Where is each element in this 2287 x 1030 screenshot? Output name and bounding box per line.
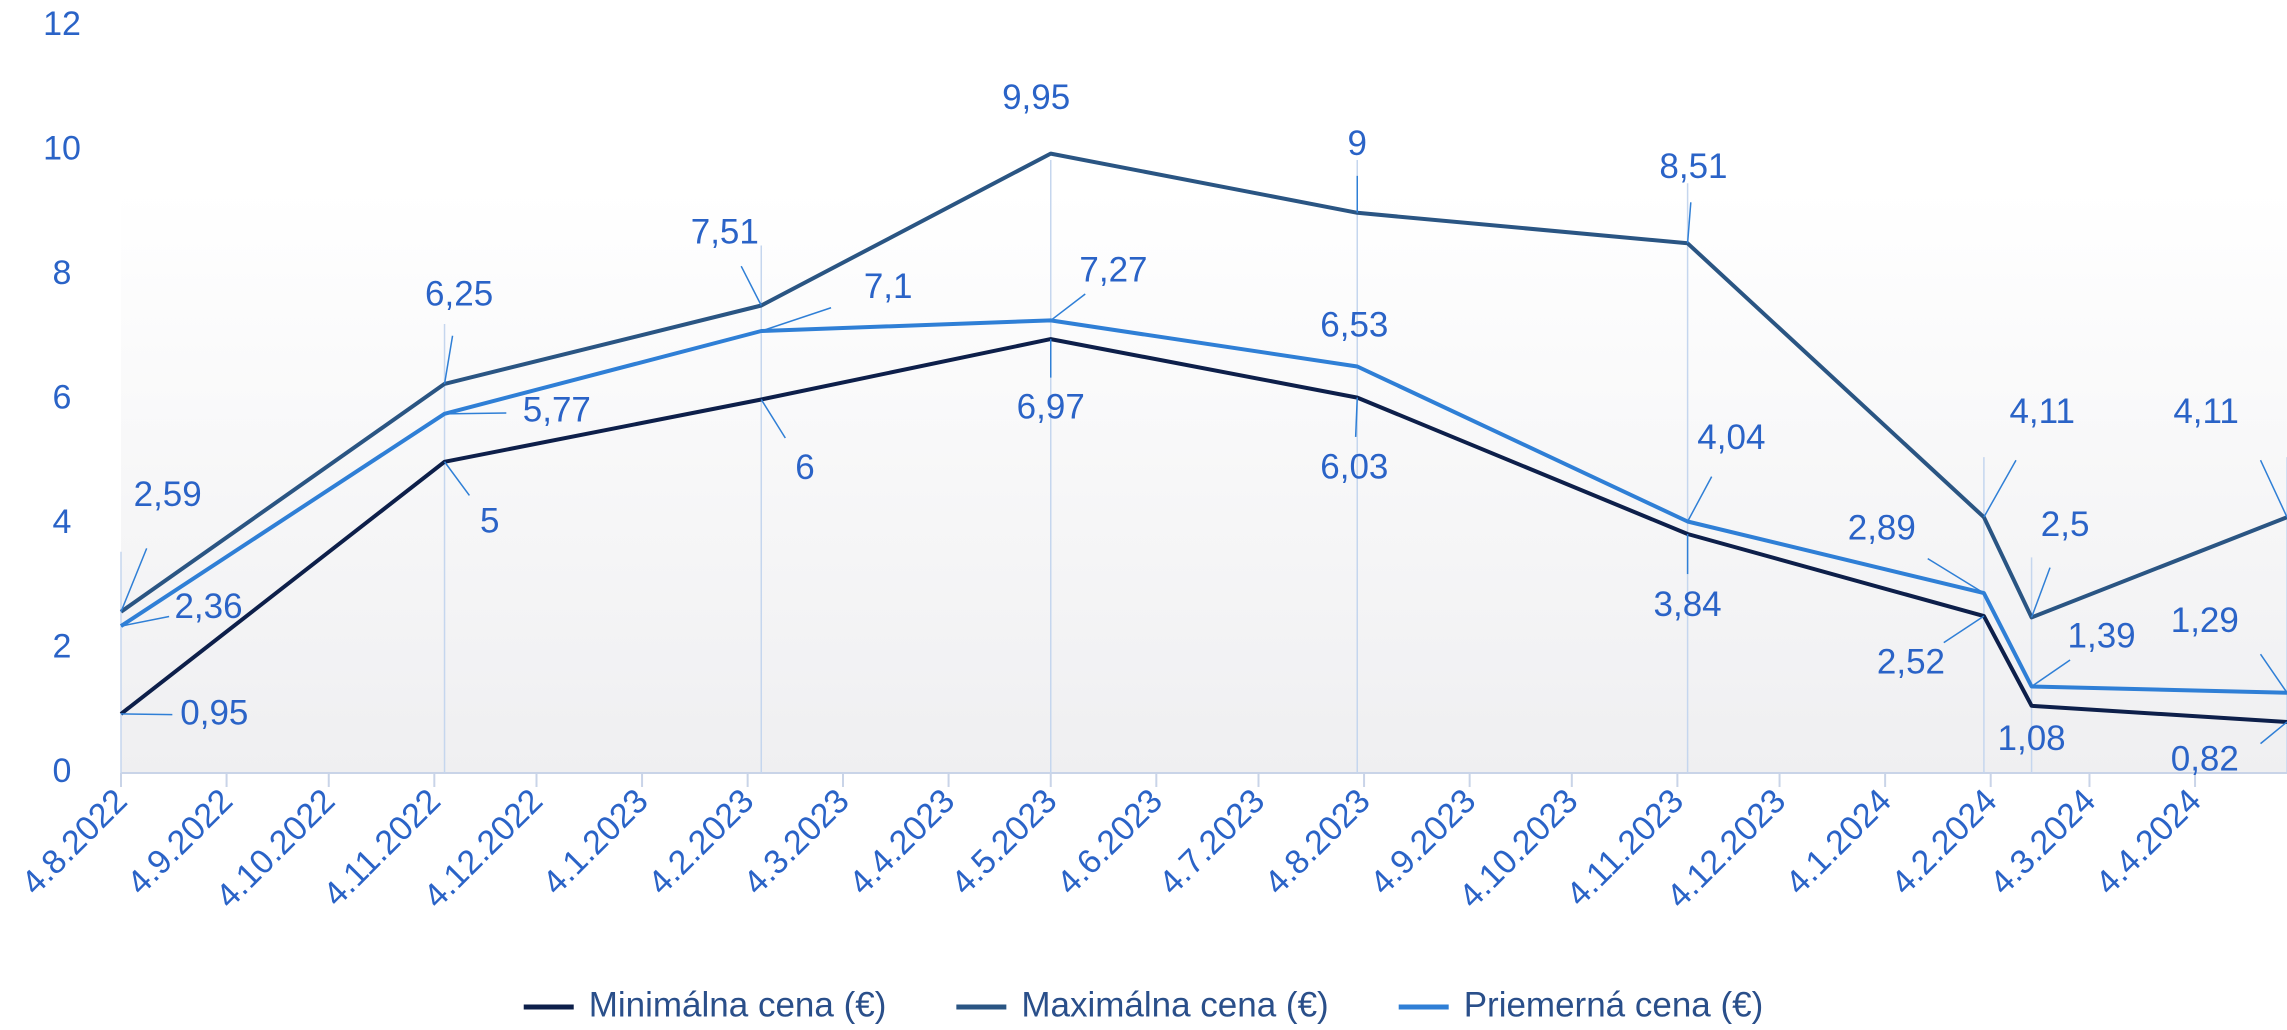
- leader-line: [2030, 567, 2051, 618]
- x-tick-label: 4.2.2023: [641, 782, 761, 902]
- legend-label: Minimálna cena (€): [589, 985, 887, 1024]
- leader-line: [1943, 615, 1985, 644]
- x-tick-label: 4.3.2024: [1983, 782, 2103, 902]
- data-label: 6,97: [1017, 387, 1085, 426]
- data-label: 2,59: [134, 475, 202, 514]
- data-label: 6,03: [1320, 447, 1388, 486]
- data-label: 9,95: [1002, 78, 1070, 117]
- data-label: 7,51: [691, 212, 759, 251]
- series-line: [119, 151, 2287, 620]
- data-label: 3,84: [1654, 585, 1722, 624]
- leader-line: [2259, 653, 2287, 694]
- x-tick-label: 4.1.2023: [535, 782, 655, 902]
- data-label: 4,11: [2009, 392, 2075, 431]
- data-label: 1,08: [1998, 719, 2066, 758]
- y-tick-label: 0: [53, 752, 72, 790]
- data-label: 6,53: [1320, 305, 1388, 344]
- data-label: 9: [1348, 124, 1367, 163]
- x-tick-label: 4.2.2024: [1884, 782, 2004, 902]
- leader-line: [1927, 557, 1985, 594]
- leader-line: [444, 412, 507, 415]
- leader-line: [760, 399, 786, 439]
- data-label: 2,89: [1848, 509, 1916, 548]
- leader-line: [740, 265, 762, 306]
- leader-line: [1983, 459, 2017, 518]
- data-label: 7,27: [1079, 251, 1147, 290]
- leader-line: [120, 548, 148, 613]
- data-label: 2,36: [174, 587, 242, 626]
- leader-line: [443, 461, 471, 496]
- data-label: 2,52: [1877, 643, 1945, 682]
- series-line: [119, 318, 2287, 695]
- x-tick-label: 4.5.2023: [944, 782, 1064, 902]
- leader-line: [761, 307, 832, 332]
- leader-line: [1050, 293, 1086, 322]
- x-tick-label: 4.7.2023: [1152, 782, 1272, 902]
- data-label: 1,39: [2068, 617, 2136, 656]
- data-label: 4,04: [1697, 418, 1765, 457]
- leader-line: [1354, 397, 1359, 437]
- legend: Minimálna cena (€) Maximálna cena (€) Prie…: [523, 985, 1764, 1024]
- x-tick-label: 4.4.2024: [2088, 782, 2208, 902]
- data-label: 4,11: [2173, 392, 2239, 431]
- leader-line: [120, 713, 173, 716]
- series-line: [119, 337, 2287, 724]
- data-label: 6: [795, 448, 814, 487]
- data-label: 6,25: [425, 275, 493, 314]
- legend-label: Priemerná cena (€): [1464, 985, 1764, 1024]
- data-label: 0,82: [2171, 740, 2239, 779]
- x-tick-label: 4.1.2024: [1778, 782, 1898, 902]
- x-tick-label: 4.8.2023: [1257, 782, 1377, 902]
- leader-line: [2260, 721, 2287, 745]
- y-tick-label: 6: [53, 378, 72, 416]
- data-label: 8,51: [1659, 147, 1727, 186]
- y-tick-label: 10: [43, 129, 81, 167]
- y-tick-label: 4: [53, 503, 72, 541]
- x-tick-label: 4.8.2022: [14, 782, 134, 902]
- data-label: 7,1: [864, 267, 913, 306]
- leader-line: [443, 335, 454, 385]
- y-tick-label: 12: [43, 5, 81, 43]
- data-label: 5,77: [523, 391, 591, 430]
- y-tick-label: 8: [53, 254, 72, 292]
- data-label: 5: [480, 501, 499, 540]
- leader-line: [1686, 476, 1713, 522]
- data-label: 2,5: [2041, 505, 2090, 544]
- data-label: 1,29: [2171, 601, 2239, 640]
- leader-line: [1686, 202, 1692, 244]
- x-tick-label: 4.3.2023: [736, 782, 856, 902]
- leader-line: [2031, 659, 2071, 688]
- x-tick-label: 4.4.2023: [842, 782, 962, 902]
- leader-line: [120, 615, 170, 627]
- x-tick-label: 4.6.2023: [1050, 782, 1170, 902]
- legend-label: Maximálna cena (€): [1021, 985, 1328, 1024]
- leader-line: [2259, 459, 2287, 518]
- y-tick-label: 2: [53, 627, 72, 665]
- data-label: 0,95: [180, 694, 248, 733]
- plot-background: [121, 190, 2287, 773]
